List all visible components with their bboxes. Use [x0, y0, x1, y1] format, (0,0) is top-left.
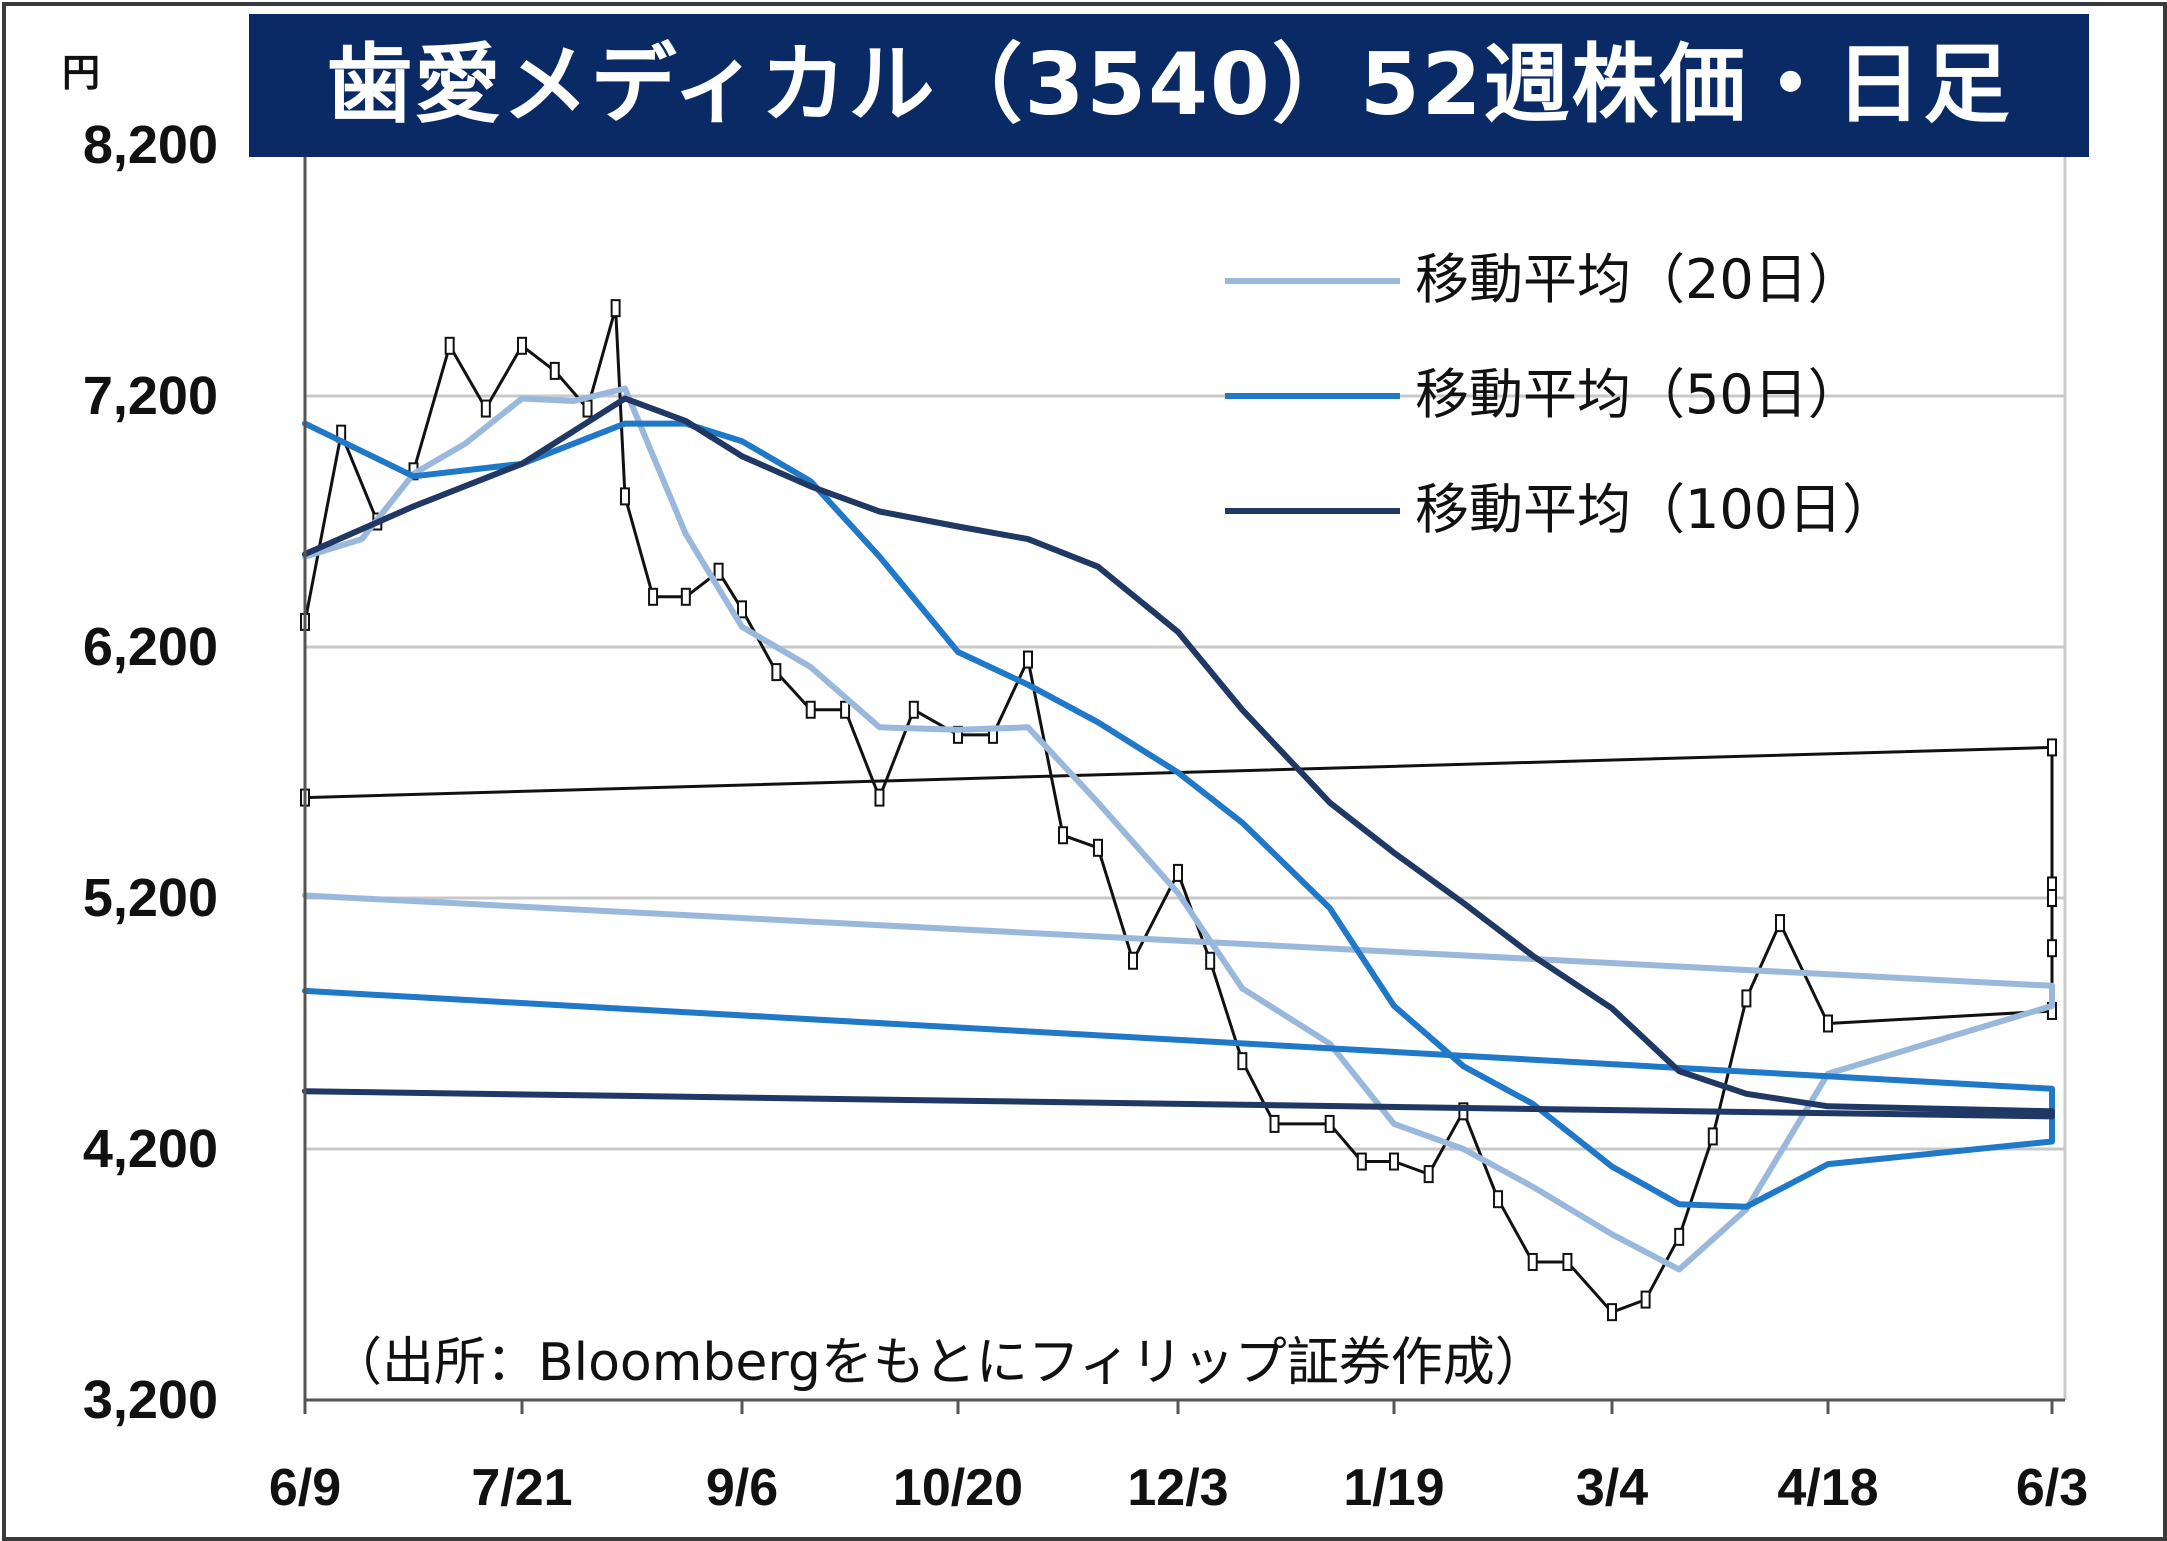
price-point: [737, 600, 747, 619]
chart-title: 歯愛メディカル（3540）52週株価・日足: [249, 14, 2089, 157]
price-point: [874, 788, 885, 807]
price-point: [805, 700, 816, 719]
legend-swatch-ma20: [1225, 278, 1400, 284]
y-tick-label: 3,200: [83, 1370, 218, 1430]
y-tick-label: 5,200: [83, 868, 218, 928]
y-tick-label: 6,200: [83, 617, 218, 677]
price-point: [771, 663, 782, 682]
price-point: [1423, 1165, 1434, 1184]
x-tick-label: 7/21: [471, 1459, 572, 1517]
x-tick-label: 6/3: [2016, 1459, 2088, 1517]
axes: 8,200 7,200 6,200 5,200 4,200 3,200 6/9 7/21 9/6…: [83, 115, 2088, 1517]
legend-label-ma50: 移動平均（50日）: [1415, 363, 1862, 426]
ma100-line: [302, 395, 2055, 1120]
price-polyline: [303, 306, 2054, 1314]
price-point: [619, 487, 630, 506]
price-point: [1527, 1252, 1538, 1271]
price-point: [1707, 1127, 1718, 1146]
price-point: [1823, 1014, 1833, 1033]
price-point: [2047, 889, 2057, 907]
legend-swatch-ma100: [1225, 508, 1400, 514]
price-point: [1493, 1190, 1504, 1209]
legend-label-ma20: 移動平均（20日）: [1415, 248, 1862, 311]
price-point: [1674, 1227, 1685, 1246]
price-point: [1173, 863, 1183, 882]
price-point: [517, 336, 527, 355]
price-point: [1205, 951, 1216, 970]
x-tick-label: 9/6: [706, 1459, 778, 1517]
price-point: [1058, 826, 1068, 845]
price-point: [1640, 1290, 1651, 1309]
price-point: [1562, 1252, 1573, 1271]
ma50-line: [302, 420, 2055, 1210]
x-tick-label: 4/18: [1777, 1459, 1878, 1517]
price-point: [648, 587, 659, 606]
price-line: [300, 299, 2057, 1322]
price-point: [1324, 1114, 1335, 1133]
price-point: [840, 700, 851, 719]
price-point: [1458, 1102, 1469, 1121]
x-tick-label: 6/9: [269, 1459, 341, 1517]
price-point: [549, 361, 560, 380]
price-point: [582, 399, 593, 418]
y-tick-label: 4,200: [83, 1119, 218, 1179]
x-tick-label: 1/19: [1343, 1459, 1444, 1517]
price-point: [1607, 1303, 1617, 1322]
price-point: [1269, 1114, 1280, 1133]
source-note: （出所：Bloombergをもとにフィリップ証券作成）: [330, 1333, 1547, 1393]
price-point: [680, 587, 691, 606]
y-tick-label: 7,200: [83, 366, 218, 426]
price-point: [610, 299, 621, 318]
legend-label-ma100: 移動平均（100日）: [1415, 478, 1897, 541]
legend-swatch-ma50: [1225, 393, 1400, 399]
price-point: [1023, 650, 1033, 669]
price-point: [1128, 951, 1138, 970]
price-point: [713, 562, 724, 581]
price-point: [1356, 1152, 1367, 1171]
ma20-line: [302, 385, 2055, 1273]
price-point: [1741, 989, 1752, 1008]
price-point: [2047, 939, 2057, 958]
x-tick-label: 3/4: [1576, 1459, 1648, 1517]
price-point: [480, 399, 491, 418]
price-point: [1093, 838, 1103, 857]
y-axis-unit: 円: [62, 51, 101, 95]
price-point: [1237, 1052, 1248, 1071]
moving-average-lines: [302, 385, 2055, 1273]
price-point: [444, 336, 455, 355]
price-point: [1775, 914, 1785, 933]
price-point: [1389, 1152, 1399, 1171]
x-tick-label: 10/20: [893, 1459, 1023, 1517]
x-tick-label: 12/3: [1127, 1459, 1228, 1517]
y-tick-label: 8,200: [83, 115, 218, 175]
price-point: [908, 700, 919, 719]
price-point: [2047, 738, 2057, 757]
